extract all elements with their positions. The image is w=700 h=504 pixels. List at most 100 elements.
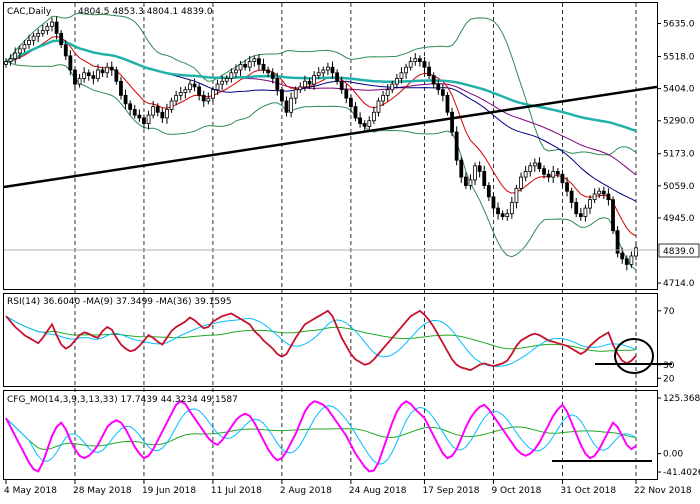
- candle-body: [54, 21, 59, 34]
- candle-body: [36, 32, 41, 37]
- candle-body: [592, 193, 597, 201]
- candle-body: [252, 58, 257, 62]
- candle-body: [238, 63, 243, 71]
- candle-body: [73, 69, 77, 85]
- candle-body: [128, 103, 133, 110]
- candle-body: [413, 58, 418, 62]
- rsi-y-tick-label: 70: [663, 307, 675, 317]
- rsi-y-tick-label: 20: [663, 374, 675, 384]
- candle-body: [303, 80, 307, 88]
- candle-body: [17, 48, 22, 54]
- candle-body: [390, 83, 395, 91]
- candle-body: [408, 61, 413, 68]
- x-tick-label: 2 Aug 2018: [280, 486, 332, 496]
- candle-body: [307, 80, 312, 85]
- candle-body: [183, 89, 188, 93]
- mo-y-tick-label: 0.00: [663, 450, 683, 460]
- candle-body: [59, 32, 64, 46]
- mo-panel-frame: [3, 390, 658, 480]
- candle-body: [500, 213, 505, 217]
- candle-body: [440, 89, 445, 96]
- candle-body: [50, 21, 54, 27]
- candle-body: [486, 185, 491, 198]
- candle-body: [546, 173, 551, 178]
- candle-body: [293, 89, 298, 99]
- candle-body: [404, 66, 408, 74]
- candle-body: [86, 72, 91, 77]
- candle-body: [463, 176, 468, 186]
- candle-body: [82, 72, 87, 79]
- candle-body: [68, 55, 73, 71]
- mo-line: [5, 400, 637, 473]
- candle-body: [606, 193, 611, 201]
- candle-body: [477, 165, 482, 172]
- candle-body: [454, 131, 459, 161]
- candle-body: [289, 97, 294, 113]
- candle-body: [13, 52, 18, 60]
- candle-body: [537, 162, 542, 170]
- candle-body: [197, 86, 202, 96]
- candle-body: [532, 162, 537, 167]
- price-ohlc-header: 4804.5 4853.3 4804.1 4839.0: [78, 7, 213, 17]
- candle-body: [335, 72, 339, 82]
- candle-body: [459, 159, 464, 178]
- price-y-tick-label: 5518.0: [663, 52, 695, 62]
- candle-body: [348, 97, 353, 108]
- candle-body: [8, 58, 13, 62]
- trendline: [3, 85, 658, 189]
- candle-body: [339, 80, 344, 91]
- x-tick-label: 9 Oct 2018: [491, 486, 541, 496]
- last-price-label: 4839.0: [663, 247, 695, 257]
- candle-body: [298, 86, 303, 91]
- last-price-box: [658, 243, 700, 258]
- candle-body: [344, 89, 349, 99]
- x-tick-label: 31 Oct 2018: [560, 486, 616, 496]
- candle-body: [234, 69, 238, 74]
- candle-body: [353, 106, 358, 119]
- candle-body: [445, 94, 450, 113]
- candle-body: [270, 72, 275, 79]
- candle-body: [155, 106, 160, 113]
- candle-body: [362, 123, 367, 127]
- candle-body: [247, 61, 252, 68]
- candle-body: [555, 171, 560, 175]
- candle-body: [450, 111, 454, 133]
- candle-body: [142, 117, 146, 124]
- candle-body: [330, 66, 335, 74]
- candle-body: [4, 61, 8, 65]
- candle-body: [376, 100, 381, 113]
- candle-body: [220, 80, 225, 85]
- candle-body: [114, 69, 119, 82]
- candle-body: [206, 97, 211, 102]
- candle-body: [422, 61, 427, 68]
- mo-slow-line: [5, 417, 637, 450]
- candle-body: [634, 247, 638, 257]
- candle-body: [597, 190, 602, 195]
- candle-body: [31, 35, 36, 41]
- candle-body: [399, 72, 404, 79]
- price-y-tick-label: 4714.0: [663, 279, 695, 289]
- candle-body: [174, 94, 179, 102]
- rsi-y-tick-label: 30: [663, 361, 675, 371]
- x-axis-labels: 4 May 2018 28 May 2018 19 Jun 2018 11 Jul 2…: [4, 480, 692, 496]
- candle-body: [620, 252, 625, 260]
- candle-body: [551, 171, 556, 178]
- candle-body: [91, 75, 96, 79]
- candle-body: [105, 66, 110, 74]
- candle-body: [284, 100, 289, 113]
- candle-body: [569, 190, 574, 203]
- candle-body: [22, 44, 27, 50]
- candle-body: [178, 92, 183, 96]
- candle-body: [169, 100, 174, 110]
- candle-body: [514, 187, 519, 203]
- candle-body: [215, 83, 220, 91]
- price-y-tick-label: 5635.0: [663, 20, 695, 30]
- candle-body: [491, 196, 496, 209]
- candle-body: [482, 171, 487, 186]
- candle-body: [257, 58, 261, 65]
- x-tick-label: 22 Nov 2018: [634, 486, 692, 496]
- candle-body: [123, 94, 128, 105]
- candle-body: [629, 255, 634, 265]
